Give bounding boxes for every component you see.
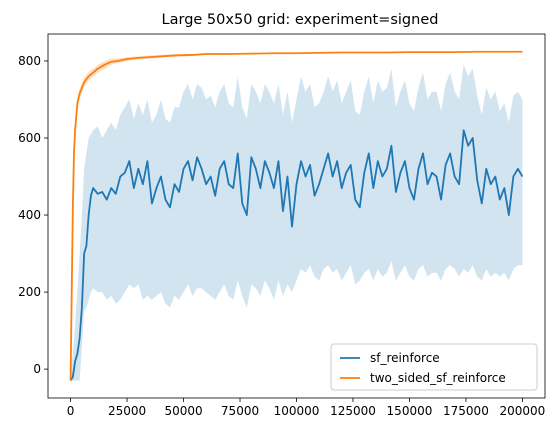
series-lines bbox=[69, 50, 524, 382]
x-tick-label: 75000 bbox=[221, 404, 259, 418]
y-tick-label: 200 bbox=[18, 285, 41, 299]
legend: sf_reinforce two_sided_sf_reinforce bbox=[330, 343, 538, 391]
x-tick-label: 50000 bbox=[164, 404, 202, 418]
y-tick-label: 0 bbox=[33, 362, 41, 376]
y-tick-label: 400 bbox=[18, 208, 41, 222]
band-sf-reinforce bbox=[70, 64, 523, 381]
x-tick-label: 25000 bbox=[108, 404, 146, 418]
confidence-bands bbox=[70, 51, 523, 381]
x-tick-label: 0 bbox=[67, 404, 75, 418]
x-tick-label: 150000 bbox=[387, 404, 433, 418]
x-tick-label: 125000 bbox=[330, 404, 376, 418]
y-tick-label: 800 bbox=[18, 54, 41, 68]
legend-label-sf-reinforce: sf_reinforce bbox=[370, 351, 440, 365]
x-axis: 0 25000 50000 75000 100000 125000 150000 175000… bbox=[67, 398, 546, 418]
chart-title: Large 50x50 grid: experiment=signed bbox=[162, 12, 439, 28]
x-tick-label: 175000 bbox=[443, 404, 489, 418]
legend-box bbox=[330, 343, 538, 391]
series-line-sf-reinforce bbox=[69, 129, 524, 382]
series-line-two-sided-sf-reinforce bbox=[69, 50, 523, 381]
x-tick-label: 200000 bbox=[500, 404, 546, 418]
x-tick-label: 100000 bbox=[274, 404, 320, 418]
y-tick-label: 600 bbox=[18, 131, 41, 145]
y-axis: 0 200 400 600 800 bbox=[18, 54, 48, 376]
legend-label-two-sided-sf-reinforce: two_sided_sf_reinforce bbox=[370, 371, 506, 385]
